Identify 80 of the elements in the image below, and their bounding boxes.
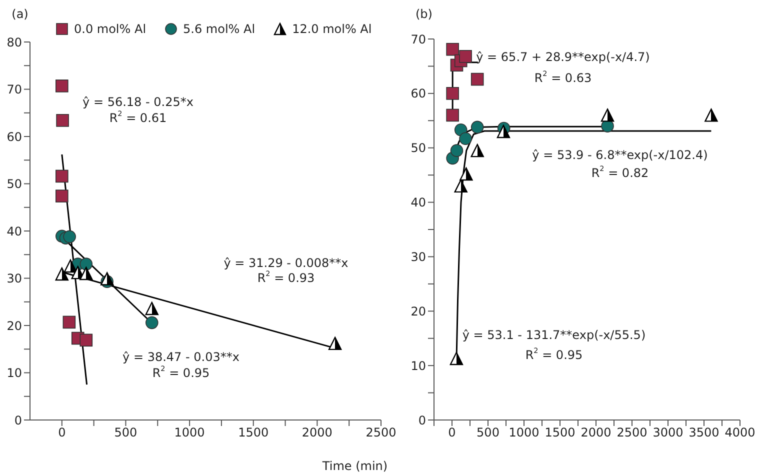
y-tick-label: 70 bbox=[410, 32, 426, 46]
annotation: R$^{2}$ = 0.61 bbox=[109, 109, 167, 125]
x-tick-label: 1500 bbox=[544, 426, 576, 440]
point bbox=[496, 124, 510, 138]
point bbox=[145, 316, 158, 330]
x-tick-label: 0 bbox=[58, 426, 66, 440]
x-tick-label: 1000 bbox=[174, 426, 205, 440]
y-tick-label: 60 bbox=[410, 86, 426, 101]
point bbox=[470, 144, 484, 158]
annotation: R$^{2}$ = 0.82 bbox=[591, 164, 649, 180]
point bbox=[80, 266, 93, 280]
y-tick-label: 50 bbox=[410, 141, 426, 156]
x-tick-label: 2500 bbox=[616, 426, 648, 440]
point bbox=[459, 132, 472, 146]
x-tick-label: 500 bbox=[476, 426, 500, 440]
y-tick-label: 80 bbox=[6, 35, 22, 50]
point bbox=[459, 50, 472, 63]
annotation: ŷ = 31.29 - 0.008**x bbox=[224, 256, 348, 270]
point bbox=[446, 42, 459, 56]
y-tick-label: 20 bbox=[410, 304, 426, 318]
x-tick-label: 2500 bbox=[366, 426, 396, 440]
legend-label: 5.6 mol% Al bbox=[183, 22, 256, 36]
point bbox=[100, 272, 114, 286]
point bbox=[63, 230, 76, 244]
legend-label: 12.0 mol% Al bbox=[292, 22, 372, 36]
point bbox=[470, 72, 484, 86]
chart-title: (a) bbox=[12, 7, 28, 21]
point bbox=[80, 334, 93, 347]
y-tick-label: 70 bbox=[6, 82, 22, 97]
y-tick-label: 0 bbox=[14, 413, 22, 428]
point bbox=[446, 87, 459, 100]
y-tick-label: 50 bbox=[6, 177, 22, 192]
x-tick-label: 1000 bbox=[508, 426, 540, 440]
point bbox=[80, 258, 93, 270]
x-axis-title: Time (min) bbox=[321, 459, 388, 473]
point bbox=[145, 302, 158, 316]
annotation: ŷ = 65.7 + 28.9**exp(-x/4.7) bbox=[476, 50, 650, 64]
y-tick-label: 10 bbox=[410, 358, 426, 373]
x-tick-label: 2000 bbox=[302, 426, 332, 440]
annotation: R$^{2}$ = 0.63 bbox=[534, 69, 592, 85]
annotation: ŷ = 38.47 - 0.03**x bbox=[122, 350, 240, 364]
point bbox=[328, 336, 342, 350]
legend-label: 0.0 mol% Al bbox=[74, 22, 146, 36]
x-tick-label: 3500 bbox=[688, 426, 720, 440]
point bbox=[56, 170, 68, 183]
x-tick-label: 2000 bbox=[580, 426, 612, 440]
point bbox=[470, 120, 484, 134]
point bbox=[56, 114, 69, 127]
point bbox=[450, 352, 464, 366]
point bbox=[55, 267, 69, 281]
point bbox=[56, 80, 68, 92]
point bbox=[64, 259, 78, 273]
y-tick-label: 40 bbox=[410, 196, 426, 210]
annotation: ŷ = 56.18 - 0.25*x bbox=[82, 95, 194, 109]
y-tick-label: 40 bbox=[6, 224, 22, 238]
y-tick-label: 60 bbox=[6, 130, 22, 144]
y-tick-label: 0 bbox=[418, 413, 426, 428]
annotation: ŷ = 53.1 - 131.7**exp(-x/55.5) bbox=[462, 328, 646, 342]
x-tick-label: 3000 bbox=[652, 426, 684, 440]
x-tick-label: 0 bbox=[448, 426, 456, 440]
point bbox=[704, 108, 718, 122]
x-tick-label: 4000 bbox=[724, 426, 756, 440]
point bbox=[454, 179, 468, 193]
point bbox=[62, 316, 76, 329]
y-tick-label: 30 bbox=[6, 272, 22, 286]
annotation: R$^{2}$ = 0.95 bbox=[152, 364, 210, 380]
point bbox=[446, 108, 459, 122]
point bbox=[460, 167, 473, 181]
annotation: ŷ = 53.9 - 6.8**exp(-x/102.4) bbox=[532, 148, 708, 162]
y-tick-label: 20 bbox=[6, 318, 22, 333]
x-tick-label: 1500 bbox=[238, 426, 269, 440]
point bbox=[600, 108, 614, 122]
annotation: R$^{2}$ = 0.93 bbox=[257, 269, 315, 285]
annotation: R$^{2}$ = 0.95 bbox=[525, 346, 583, 362]
y-tick-label: 30 bbox=[410, 250, 426, 264]
x-tick-label: 500 bbox=[114, 426, 138, 440]
point bbox=[56, 190, 68, 202]
y-tick-label: 10 bbox=[6, 366, 22, 380]
chart-title: (b) bbox=[416, 7, 432, 21]
point bbox=[450, 144, 464, 157]
